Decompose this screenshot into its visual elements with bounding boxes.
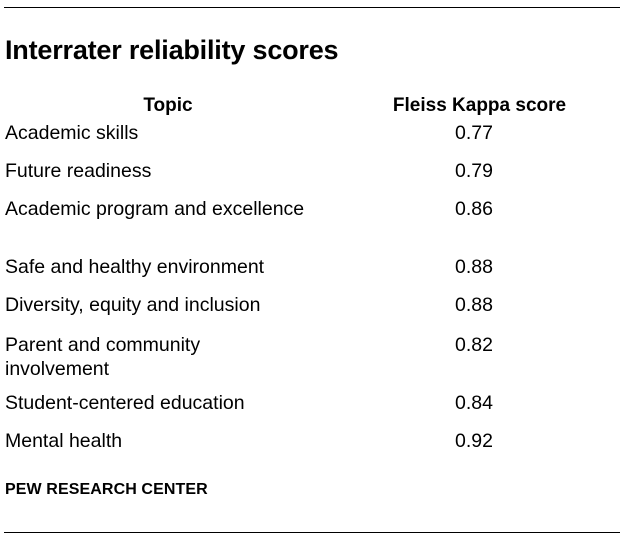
topic-cell: Safe and healthy environment xyxy=(5,256,265,278)
page-title: Interrater reliability scores xyxy=(5,35,339,65)
score-cell: 0.88 xyxy=(455,294,493,316)
score-cell: 0.77 xyxy=(455,122,493,144)
topic-cell: Academic skills xyxy=(5,122,139,144)
score-cell: 0.84 xyxy=(455,392,493,414)
bottom-rule xyxy=(4,532,620,533)
score-cell: 0.86 xyxy=(455,198,493,220)
score-cell: 0.79 xyxy=(455,160,493,182)
table-row: Mental health 0.92 xyxy=(0,429,620,459)
column-header-score: Fleiss Kappa score xyxy=(392,95,567,116)
table-row: Parent and community involvement 0.82 xyxy=(0,333,620,391)
table-row: Academic skills 0.77 xyxy=(0,121,620,159)
score-cell: 0.82 xyxy=(455,334,493,356)
table-row: Safe and healthy environment 0.88 xyxy=(0,255,620,293)
score-cell: 0.92 xyxy=(455,430,493,452)
topic-cell: Mental health xyxy=(5,430,123,452)
source-credit: PEW RESEARCH CENTER xyxy=(5,481,208,498)
topic-cell: Diversity, equity and inclusion xyxy=(5,294,261,316)
table-row: Academic program and excellence 0.86 xyxy=(0,197,620,255)
top-rule xyxy=(4,7,620,8)
table-header: Topic Fleiss Kappa score xyxy=(0,93,620,119)
topic-cell: Academic program and excellence xyxy=(5,198,305,220)
reliability-table: Topic Fleiss Kappa score Academic skills… xyxy=(0,93,620,459)
topic-cell: Student-centered education xyxy=(5,392,245,414)
score-cell: 0.88 xyxy=(455,256,493,278)
column-header-topic: Topic xyxy=(143,95,193,116)
topic-cell: Parent and community involvement xyxy=(5,334,201,380)
topic-cell: Future readiness xyxy=(5,160,152,182)
table-body: Academic skills 0.77 Future readiness 0.… xyxy=(0,121,620,459)
table-row: Future readiness 0.79 xyxy=(0,159,620,197)
table-row: Student-centered education 0.84 xyxy=(0,391,620,429)
table-row: Diversity, equity and inclusion 0.88 xyxy=(0,293,620,333)
